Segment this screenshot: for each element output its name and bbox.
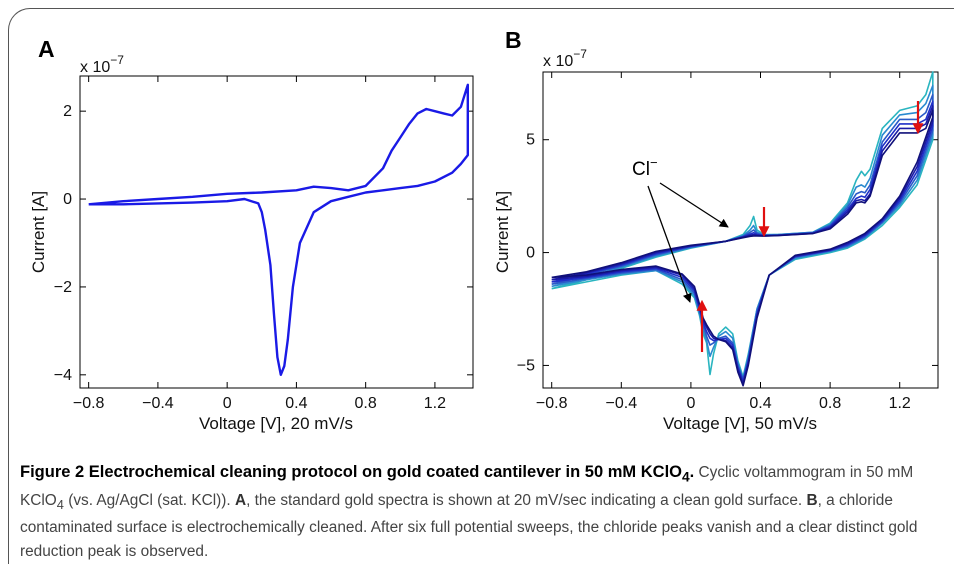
- panel-a-y-scale: x 10−7: [80, 53, 124, 76]
- caption-body-4: , a chloride contaminated surface is ele…: [20, 491, 918, 560]
- panel-a-axes-box: [79, 75, 474, 389]
- panel-a-ylabel: Current [A]: [29, 191, 48, 273]
- panel-a-xtick-label: 1.2: [424, 395, 446, 412]
- panel-b-xtick-label: 0.4: [749, 395, 771, 412]
- chloride-annotation: Cl−: [632, 155, 658, 180]
- panel-b-xtick-label: 0.8: [819, 395, 841, 412]
- panel-b-xtick-label: 1.2: [889, 395, 911, 412]
- panel-a-series-line: [88, 83, 469, 376]
- figure-caption: Figure 2 Electrochemical cleaning protoc…: [20, 461, 945, 563]
- panel-b-xtick-label: −0.4: [606, 395, 638, 412]
- panel-a-lines: [88, 83, 469, 376]
- panel-b-series-line: [551, 93, 934, 380]
- panel-b-series-line: [551, 109, 934, 387]
- panel-a-y-scale-exp: −7: [110, 53, 124, 67]
- panel-b-xlabel: Voltage [V], 50 mV/s: [663, 414, 817, 433]
- panel-a-label: A: [38, 36, 55, 62]
- caption-body-2: (vs. Ag/AgCl (sat. KCl)).: [63, 491, 235, 509]
- panel-a-ytick-label: −2: [54, 279, 72, 296]
- caption-body-sub: 4: [56, 496, 64, 512]
- panel-b-series-line: [551, 71, 934, 378]
- figure-canvas: A x 10−7 −0.8 −0.4 0 0.4 0.8 1.2−4−202 Voltag…: [29, 27, 939, 433]
- caption-label-b: B: [806, 491, 818, 509]
- caption-label-a: A: [234, 491, 247, 509]
- panel-a-xlabel: Voltage [V], 20 mV/s: [199, 414, 353, 433]
- caption-title-sub: 4: [681, 469, 690, 485]
- panel-b-y-scale-exp: −7: [573, 47, 587, 61]
- panel-b-lines: [551, 71, 934, 387]
- caption-body-3: , the standard gold spectra is shown at …: [246, 491, 807, 509]
- panel-b-series-line: [551, 84, 934, 380]
- panel-a-xtick-label: 0: [223, 395, 232, 412]
- panel-b-series-line: [551, 100, 934, 383]
- panel-b-ylabel: Current [A]: [493, 191, 512, 273]
- chloride-arrow-oxidation: [659, 182, 729, 228]
- chloride-arrow-reduction: [647, 185, 692, 303]
- panel-b-series-line: [551, 105, 934, 385]
- panel-b-xtick-label: 0: [686, 395, 695, 412]
- panel-b-axes-box: [542, 71, 939, 389]
- panel-b-xtick-label: −0.8: [536, 395, 568, 412]
- panel-b-ytick-label: −5: [517, 357, 535, 374]
- panel-a-ytick-label: 0: [63, 191, 72, 208]
- chloride-annotation-text: Cl: [632, 159, 650, 180]
- panel-b-label: B: [505, 27, 522, 53]
- panel-a-ytick-label: 2: [63, 103, 72, 120]
- panel-b-ytick-label: 0: [526, 245, 535, 262]
- panel-a-xtick-label: 0.4: [285, 395, 307, 412]
- panel-b-ticks: −0.8 −0.4 0 0.4 0.8 1.2 −5 0 5: [517, 72, 938, 412]
- panel-a-xtick-label: 0.8: [355, 395, 377, 412]
- caption-body-1: Cyclic voltammogram in 50 mM KClO: [20, 464, 914, 509]
- panel-b-y-scale-base: x 10: [543, 53, 573, 70]
- panel-a-ticks: −0.8 −0.4 0 0.4 0.8 1.2 −4 −2 0 2: [54, 76, 473, 412]
- figure-frame: [8, 8, 954, 564]
- panel-a: A x 10−7 −0.8 −0.4 0 0.4 0.8 1.2 −4 −2 0 2 Voltag…: [29, 36, 474, 433]
- panel-a-y-scale-base: x 10: [80, 59, 110, 76]
- panel-b-y-scale: x 10−7: [543, 47, 587, 70]
- caption-title-text: Figure 2 Electrochemical cleaning protoc…: [20, 463, 682, 481]
- panel-a-xtick-label: −0.8: [73, 395, 105, 412]
- panel-b-ytick-label: 5: [526, 132, 535, 149]
- caption-title: Figure 2 Electrochemical cleaning protoc…: [20, 463, 695, 485]
- panel-b: B x 10−7 −0.8 −0.4 0 0.4 0.8 1.2 −5 0 5 Voltage …: [493, 27, 939, 433]
- chloride-annotation-sup: −: [650, 155, 658, 170]
- panel-a-xtick-label: −0.4: [142, 395, 174, 412]
- caption-title-end: .: [689, 463, 695, 481]
- panel-a-ytick-label: −4: [54, 367, 72, 384]
